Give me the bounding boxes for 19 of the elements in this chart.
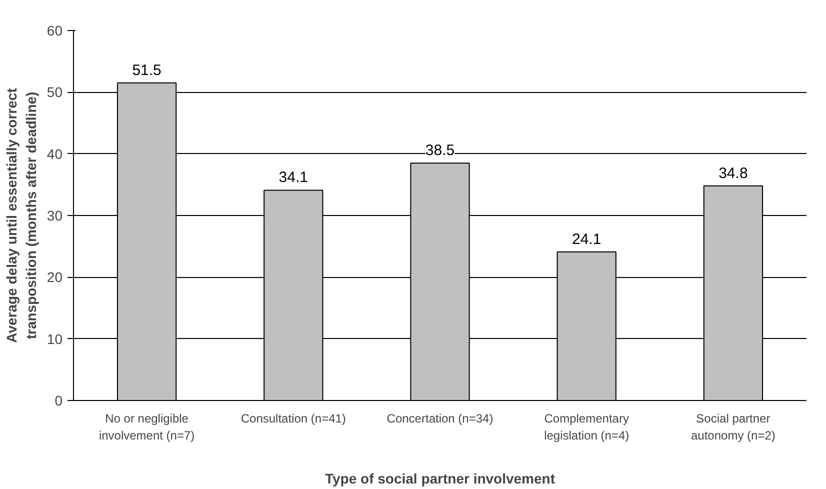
y-tick-label: 50 xyxy=(46,84,63,100)
data-label: 34.8 xyxy=(718,164,748,182)
x-tick-label: Concertation (n=34) xyxy=(386,412,494,426)
x-tick-label: No or negligible involvement (n=7) xyxy=(98,412,195,442)
y-tick-label: 40 xyxy=(46,146,63,162)
y-tick-label: 0 xyxy=(54,392,63,408)
y-tick-label: 10 xyxy=(46,330,63,347)
data-label: 38.5 xyxy=(425,142,455,160)
y-tick-label: 60 xyxy=(46,22,63,38)
y-tick-label: 30 xyxy=(46,208,63,224)
x-axis-title: Type of social partner involvement xyxy=(324,470,556,486)
x-tick-label: Social partner autonomy (n=2) xyxy=(691,412,776,442)
data-label: 51.5 xyxy=(132,62,162,79)
data-label: 34.1 xyxy=(278,169,308,186)
y-axis-title: Average delay until essentially correct transposition (months after deadline) xyxy=(4,88,39,343)
x-tick-label: Complementary legislation (n=4) xyxy=(544,412,630,442)
data-label: 24.1 xyxy=(572,230,602,248)
y-tick-label: 20 xyxy=(46,269,63,286)
x-tick-label: Consultation (n=41) xyxy=(240,412,346,426)
